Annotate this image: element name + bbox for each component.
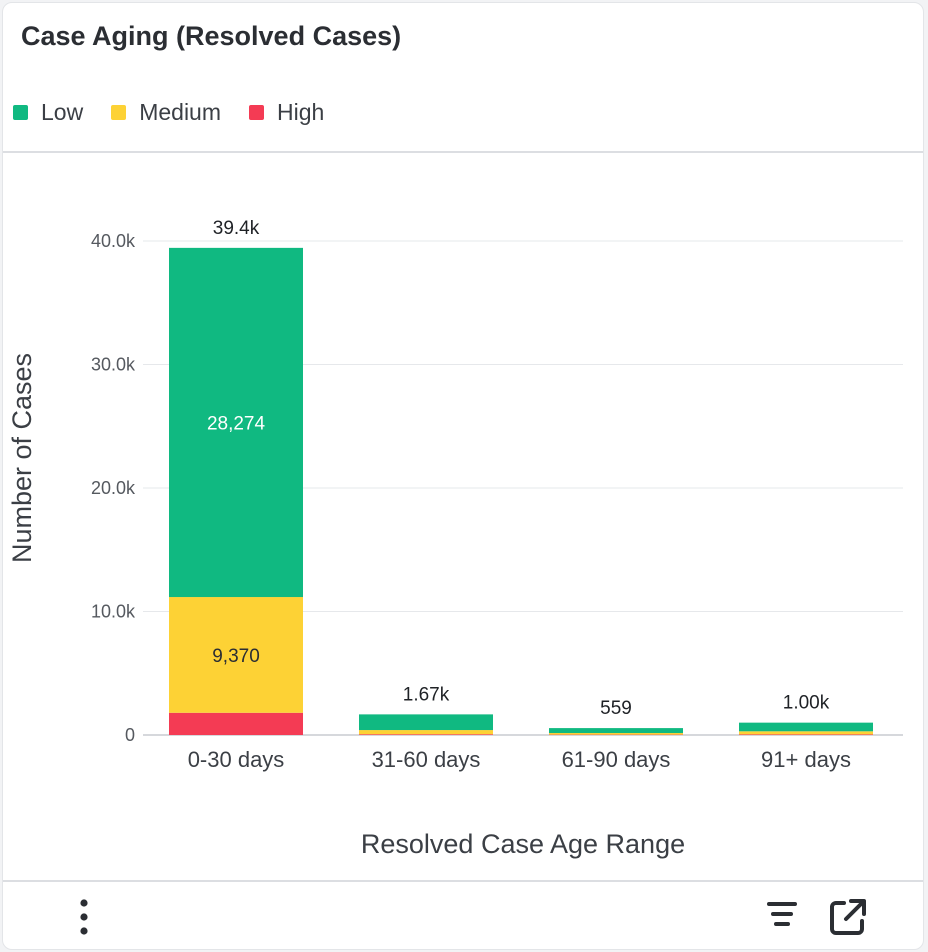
- bar-total-label: 1.00k: [783, 693, 830, 714]
- bar-segment-low[interactable]: [359, 714, 493, 731]
- y-axis-title: Number of Cases: [7, 353, 37, 563]
- legend-item-low[interactable]: Low: [13, 99, 83, 126]
- footer-divider: [3, 880, 923, 882]
- legend-swatch-high: [249, 104, 265, 120]
- chart-legend: Low Medium High: [13, 97, 352, 127]
- legend-label-low: Low: [41, 98, 84, 125]
- bar-total-label: 559: [600, 698, 632, 719]
- bar-segment-high[interactable]: [739, 734, 873, 735]
- y-tick-label: 30.0k: [91, 355, 136, 375]
- x-axis-title: Resolved Case Age Range: [361, 829, 685, 859]
- bar-segment-high[interactable]: [169, 712, 303, 735]
- bar-segment-medium[interactable]: [739, 731, 873, 735]
- legend-item-medium[interactable]: Medium: [111, 99, 221, 126]
- stacked-bar-chart: 0 10.0k 20.0k 30.0k 40.0k 9,370 28,274 39.4k 0-3…: [7, 218, 903, 859]
- header-divider: [3, 151, 923, 153]
- bar-segment-label: 9,370: [212, 646, 260, 667]
- bar-total-label: 39.4k: [213, 218, 260, 239]
- legend-item-high[interactable]: High: [249, 99, 324, 126]
- bar-segment-low[interactable]: [549, 728, 683, 734]
- legend-swatch-medium: [111, 104, 127, 120]
- bar-segment-low[interactable]: [739, 722, 873, 732]
- x-tick-label: 0-30 days: [188, 747, 285, 772]
- x-tick-label: 31-60 days: [372, 747, 481, 772]
- bar-segment-medium[interactable]: [549, 733, 683, 735]
- legend-label-high: High: [277, 98, 325, 125]
- kebab-menu-icon[interactable]: [69, 898, 103, 938]
- y-tick-label: 10.0k: [91, 602, 136, 622]
- x-tick-label: 91+ days: [761, 747, 851, 772]
- y-tick-label: 0: [125, 725, 135, 745]
- bar-segment-high[interactable]: [359, 734, 493, 735]
- y-tick-label: 40.0k: [91, 231, 136, 251]
- bar-segment-medium[interactable]: [169, 597, 303, 713]
- bar-total-label: 1.67k: [403, 684, 450, 705]
- card-title: Case Aging (Resolved Cases): [21, 21, 402, 51]
- x-tick-label: 61-90 days: [562, 747, 671, 772]
- bar-segment-label: 28,274: [207, 413, 266, 434]
- y-tick-label: 20.0k: [91, 478, 136, 498]
- filter-lines-icon[interactable]: [763, 898, 803, 936]
- legend-label-medium: Medium: [139, 98, 222, 125]
- external-link-icon[interactable]: [827, 896, 869, 938]
- legend-swatch-low: [13, 104, 28, 120]
- bar-segment-low[interactable]: [169, 247, 303, 598]
- bar-segment-medium[interactable]: [359, 730, 493, 735]
